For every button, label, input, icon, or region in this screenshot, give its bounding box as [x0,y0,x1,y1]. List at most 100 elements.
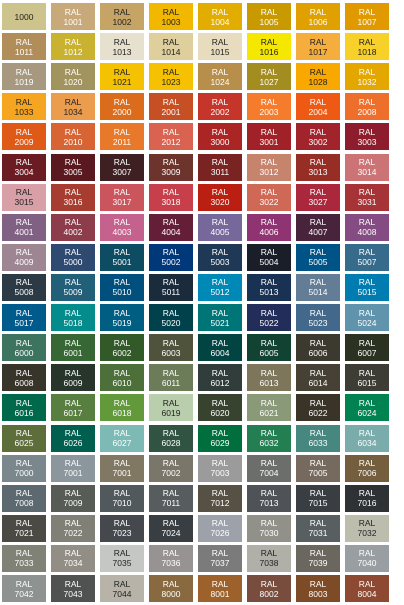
swatch-prefix: RAL [64,217,82,228]
color-swatch: RAL 6034 [345,424,389,452]
swatch-prefix: RAL [260,277,278,288]
swatch-code: 3001 [259,136,279,147]
swatch-prefix: RAL [260,518,278,529]
swatch-code: 6018 [112,407,132,418]
swatch-prefix: RAL [309,428,327,439]
swatch-code: 1000 [14,11,34,22]
swatch-code: 1015 [210,46,230,57]
color-swatch: RAL 1023 [149,63,193,91]
swatch-code: 6009 [63,377,83,388]
swatch-prefix: RAL [211,428,229,439]
swatch-code: 3016 [63,197,83,208]
swatch-prefix: RAL [15,397,33,408]
swatch-prefix: RAL [162,548,180,559]
swatch-prefix: RAL [64,96,82,107]
color-swatch: RAL 3000 [198,123,242,151]
color-swatch: RAL 7026 [198,514,242,542]
swatch-prefix: RAL [211,548,229,559]
swatch-code: 6010 [112,377,132,388]
color-swatch: RAL 7013 [247,484,291,512]
swatch-prefix: RAL [211,66,229,77]
swatch-code: 6022 [308,407,328,418]
color-swatch: RAL 6019 [149,394,193,422]
color-swatch: RAL 2012 [149,123,193,151]
color-swatch: RAL 3031 [345,183,389,211]
swatch-code: 6003 [161,347,181,358]
color-swatch: RAL 7003 [198,454,242,482]
swatch-prefix: RAL [358,548,376,559]
swatch-code: 5023 [308,317,328,328]
swatch-code: 3014 [357,167,377,178]
color-swatch: RAL 5022 [247,304,291,332]
swatch-code: 2002 [210,106,230,117]
swatch-prefix: RAL [113,217,131,228]
swatch-code: 3002 [308,136,328,147]
swatch-prefix: RAL [260,367,278,378]
color-swatch: RAL 7001 [100,454,144,482]
swatch-code: 3011 [210,167,230,178]
swatch-code: 6005 [259,347,279,358]
color-swatch: RAL 3005 [51,153,95,181]
color-swatch: RAL 3013 [296,153,340,181]
swatch-prefix: RAL [358,367,376,378]
swatch-code: 5014 [308,287,328,298]
color-swatch: RAL 3009 [149,153,193,181]
swatch-code: 7040 [357,558,377,569]
swatch-code: 3009 [161,167,181,178]
swatch-prefix: RAL [162,96,180,107]
color-swatch: RAL 3011 [198,153,242,181]
swatch-prefix: RAL [260,488,278,499]
swatch-code: 7037 [210,558,230,569]
color-swatch: RAL 6024 [345,394,389,422]
swatch-code: 5019 [112,317,132,328]
swatch-prefix: RAL [113,36,131,47]
color-swatch: RAL 4007 [296,213,340,241]
swatch-prefix: RAL [113,96,131,107]
color-swatch: RAL 7010 [100,484,144,512]
swatch-code: 1003 [161,16,181,27]
color-swatch: RAL 3027 [296,183,340,211]
swatch-code: 7001 [112,468,132,479]
color-swatch: RAL 5003 [198,243,242,271]
swatch-prefix: RAL [260,247,278,258]
color-swatch: RAL 7009 [51,484,95,512]
swatch-prefix: RAL [260,217,278,228]
color-swatch: RAL 7001 [51,454,95,482]
color-swatch: RAL 7035 [100,544,144,572]
swatch-code: 5013 [259,287,279,298]
color-swatch: RAL 6026 [51,424,95,452]
swatch-prefix: RAL [211,518,229,529]
swatch-code: 1016 [259,46,279,57]
swatch-prefix: RAL [260,96,278,107]
color-swatch: RAL 7032 [345,514,389,542]
swatch-code: 6014 [308,377,328,388]
swatch-code: 7015 [308,498,328,509]
color-swatch: RAL 7023 [100,514,144,542]
color-swatch: RAL 7033 [2,544,46,572]
color-swatch: RAL 3014 [345,153,389,181]
color-swatch: RAL 6005 [247,334,291,362]
color-swatch: RAL 5008 [2,273,46,301]
swatch-code: 2008 [357,106,377,117]
swatch-prefix: RAL [260,337,278,348]
swatch-code: 7002 [161,468,181,479]
swatch-code: 7000 [14,468,34,479]
swatch-prefix: RAL [309,66,327,77]
swatch-prefix: RAL [162,126,180,137]
color-swatch: RAL 5000 [51,243,95,271]
swatch-code: 7003 [210,468,230,479]
color-swatch: RAL 5013 [247,273,291,301]
color-swatch: RAL 6029 [198,424,242,452]
swatch-code: 7034 [63,558,83,569]
swatch-prefix: RAL [358,337,376,348]
swatch-prefix: RAL [64,277,82,288]
swatch-prefix: RAL [64,397,82,408]
color-swatch: RAL 5017 [2,304,46,332]
swatch-prefix: RAL [15,96,33,107]
color-swatch: RAL 3002 [296,123,340,151]
swatch-code: 7038 [259,558,279,569]
color-swatch: RAL 6001 [51,334,95,362]
color-swatch: RAL 6008 [2,364,46,392]
swatch-prefix: RAL [113,6,131,17]
swatch-prefix: RAL [64,548,82,559]
